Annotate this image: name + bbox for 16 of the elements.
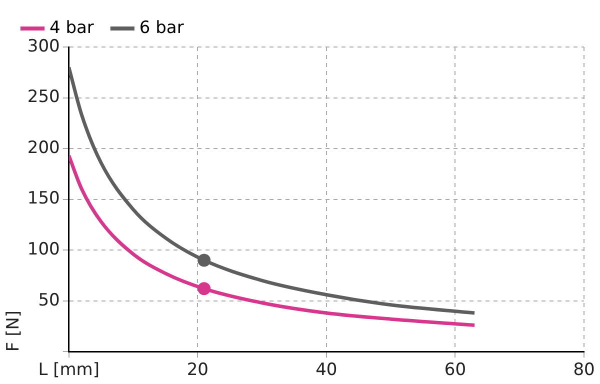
legend-label: 6 bar bbox=[139, 18, 184, 38]
y-tick-label: 100 bbox=[27, 239, 60, 260]
x-tick-label: 60 bbox=[444, 360, 466, 380]
y-tick-label: 150 bbox=[27, 188, 60, 209]
y-tick-label: 250 bbox=[27, 87, 60, 108]
y-tick-label: 300 bbox=[27, 36, 60, 56]
x-tick-label: 40 bbox=[316, 360, 338, 380]
x-tick-label: 80 bbox=[573, 360, 595, 380]
y-tick-label: 200 bbox=[27, 138, 60, 158]
y-tick-label: 50 bbox=[38, 290, 60, 310]
line-series bbox=[68, 154, 476, 327]
legend-label: 4 bar bbox=[50, 18, 94, 38]
x-tick-label: L [mm] bbox=[38, 360, 100, 380]
line-series bbox=[68, 66, 476, 315]
x-tick-label: 20 bbox=[186, 360, 208, 380]
y-axis-title: F [N] bbox=[4, 310, 24, 352]
